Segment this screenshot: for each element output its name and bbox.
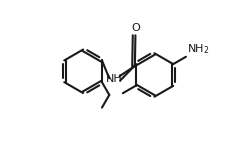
Text: NH: NH bbox=[106, 74, 123, 84]
Text: NH$_2$: NH$_2$ bbox=[188, 42, 210, 56]
Text: O: O bbox=[131, 23, 140, 33]
